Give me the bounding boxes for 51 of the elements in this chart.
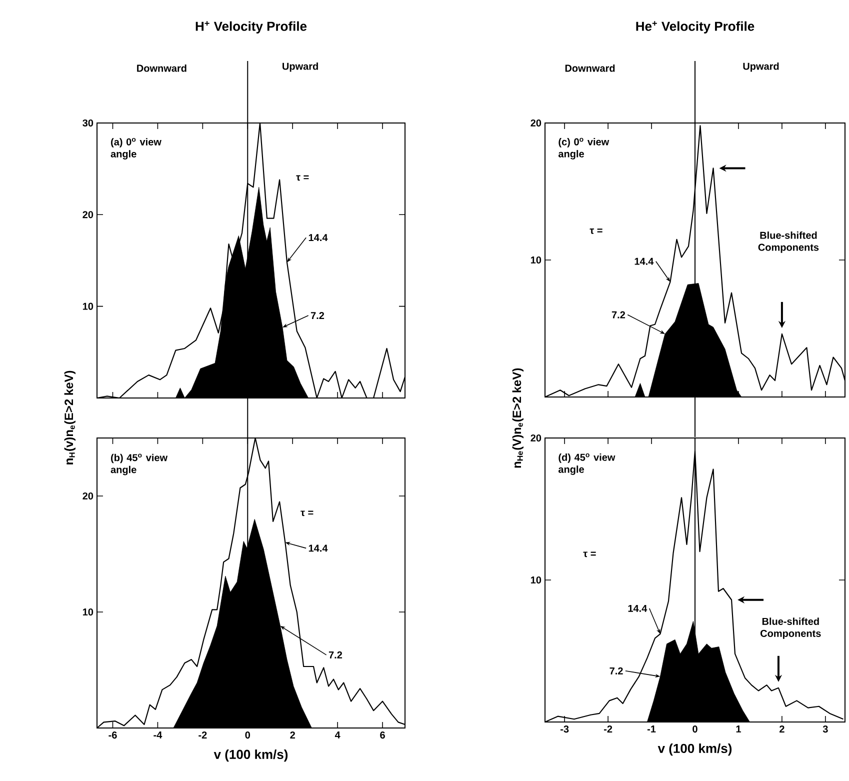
x-tick-label: -6 <box>108 732 117 739</box>
y-tick-label: 30 <box>82 119 94 127</box>
annotation: τ = <box>583 552 596 558</box>
x-tick-label: -2 <box>604 726 612 732</box>
y-tick-label: 10 <box>530 256 542 264</box>
x-tick-label: 0 <box>245 732 250 739</box>
x-tick-label: -4 <box>154 732 162 738</box>
y-tick-label: 20 <box>530 434 542 442</box>
annotation: (d) 45$^{o}$ view angle <box>558 453 616 475</box>
series-label: 14.4 <box>628 604 648 612</box>
text: 14.4 <box>308 234 328 242</box>
y-tick-label: 20 <box>82 211 94 218</box>
x-axis-title: v (100 km/s) <box>214 749 288 762</box>
y-tick-label: 20 <box>530 119 542 127</box>
x-tick-label: 1 <box>736 726 741 732</box>
annotation: (b) 45$^{o}$ view angle <box>110 454 168 476</box>
legend-label: 14.4 <box>308 544 328 552</box>
legend-label: 7.2 <box>310 312 324 319</box>
x-tick-label: 3 <box>822 726 828 733</box>
x-axis-title: v (100 km/s) <box>658 743 732 756</box>
text: Upward <box>743 62 779 72</box>
annotation: (a) 0$^{o}$ view angle <box>110 138 162 160</box>
annotation: Blue-shifted Components <box>758 232 819 253</box>
y-tick-label: 20 <box>82 492 94 500</box>
x-tick-label: -1 <box>647 726 656 732</box>
x-tick-label: 6 <box>380 732 385 739</box>
chart-title: H$^{+}$ Velocity Profile <box>196 21 307 34</box>
annotation: τ = <box>590 228 602 234</box>
text: Downward <box>565 64 615 72</box>
x-tick-label: 0 <box>692 726 698 733</box>
x-tick-label: -3 <box>560 726 569 733</box>
text: 7.2 <box>328 651 342 658</box>
text: Downward <box>137 64 186 72</box>
y-tick-label: 10 <box>530 576 542 584</box>
text: 7.2 <box>612 311 626 318</box>
annotation: (c) 0$^{o}$ view angle <box>558 138 610 160</box>
y-axis-title: n$_{H}$(v)n$_{e}$(E>2 keV) <box>64 370 76 464</box>
annotation: τ = <box>296 175 309 181</box>
y-tick-label: 10 <box>82 302 94 310</box>
y-tick-label: 10 <box>82 608 94 616</box>
series-label: 14.4 <box>634 258 654 265</box>
text: Upward <box>282 62 318 72</box>
legend-label: 7.2 <box>610 667 623 674</box>
x-tick-label: 2 <box>780 726 784 732</box>
y-axis-title: n$_{He}$(V)n$_{e}$(E>2 keV) <box>512 368 524 468</box>
annotation: τ = <box>300 510 314 516</box>
x-tick-label: 2 <box>290 732 295 738</box>
annotation: Blue-shifted Components <box>760 618 821 639</box>
chart-title: He$^{+}$ Velocity Profile <box>636 21 754 34</box>
x-tick-label: 4 <box>334 732 340 738</box>
x-tick-label: -2 <box>198 732 207 738</box>
